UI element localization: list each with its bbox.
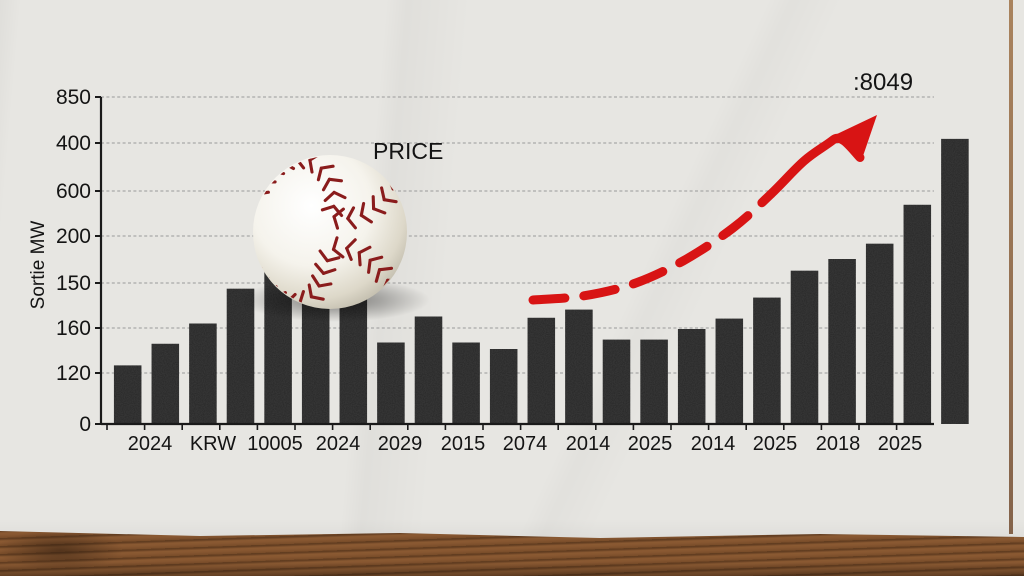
svg-text:Sortie MW: Sortie MW: [28, 221, 49, 310]
svg-text:0: 0: [79, 413, 91, 436]
svg-text:2029: 2029: [378, 433, 423, 455]
svg-text:2024: 2024: [316, 433, 361, 455]
svg-text:160: 160: [56, 317, 91, 340]
svg-text:2025: 2025: [753, 433, 798, 455]
svg-text:150: 150: [56, 272, 91, 295]
svg-text:200: 200: [56, 225, 91, 248]
svg-text:2014: 2014: [566, 433, 611, 455]
svg-text:KRW: KRW: [190, 433, 236, 455]
svg-text::8049: :8049: [853, 69, 913, 96]
svg-text:10005: 10005: [247, 433, 303, 455]
svg-text:850: 850: [56, 86, 91, 109]
svg-text:PRICE: PRICE: [373, 138, 443, 164]
svg-text:120: 120: [56, 362, 91, 385]
svg-text:600: 600: [56, 180, 91, 203]
svg-text:2018: 2018: [816, 433, 861, 455]
svg-text:2074: 2074: [503, 433, 548, 455]
svg-text:2025: 2025: [878, 433, 923, 455]
svg-text:2025: 2025: [628, 433, 673, 455]
svg-text:2014: 2014: [691, 433, 736, 455]
svg-text:400: 400: [56, 132, 91, 155]
svg-text:2015: 2015: [441, 433, 486, 455]
svg-text:2024: 2024: [128, 433, 173, 455]
